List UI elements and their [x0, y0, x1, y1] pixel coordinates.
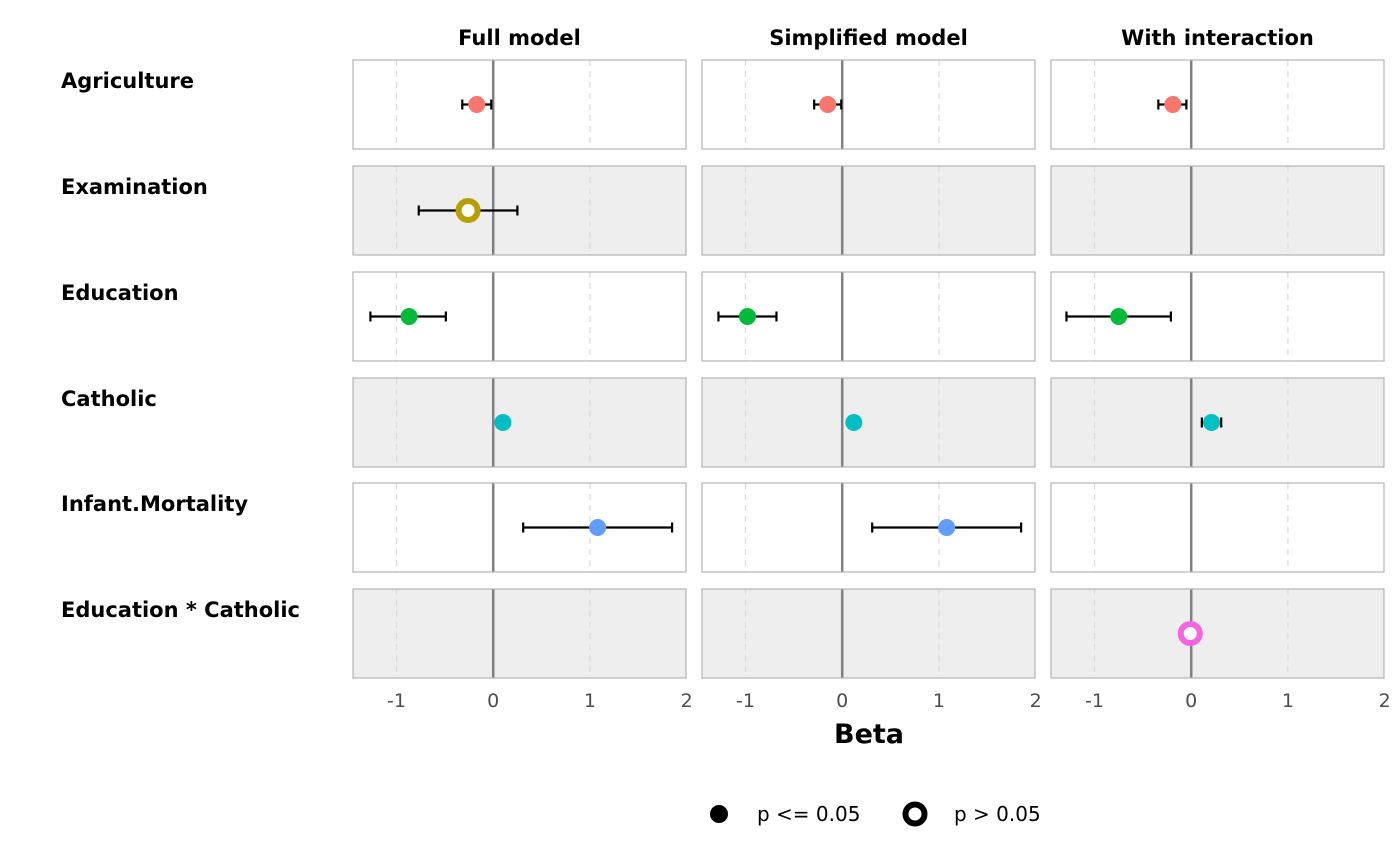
panel-border: [352, 482, 687, 573]
panel-border: [701, 588, 1036, 679]
panel-background: [1051, 60, 1384, 149]
row-label-education: Education: [61, 281, 179, 305]
point-infant-mortality-simplified-model: [938, 519, 956, 536]
x-tick-label: 1: [1282, 690, 1294, 712]
row-label-examination: Examination: [61, 175, 208, 199]
panel-border: [1050, 271, 1385, 362]
point-infant-mortality-full-model: [589, 519, 607, 536]
panel-backgrounds: [353, 60, 1384, 678]
row-label-infant-mortality: Infant.Mortality: [61, 492, 248, 516]
point-examination-full-model: [455, 198, 481, 223]
row-label-agriculture: Agriculture: [61, 69, 194, 93]
panel-border: [1050, 165, 1385, 256]
legend-label-not-significant: p > 0.05: [954, 802, 1041, 826]
facet-title-with-interaction: With interaction: [1121, 26, 1314, 50]
panel-border: [701, 59, 1036, 150]
panel-border: [352, 588, 687, 679]
data-marks: [369, 96, 1223, 646]
estimate-education-simplified-model: [717, 308, 778, 325]
panel-border: [352, 165, 687, 256]
panel-border: [1050, 588, 1385, 679]
x-tick-label: 0: [487, 690, 499, 712]
legend-item-not-significant: p > 0.05: [902, 801, 1041, 827]
x-tick-label: 0: [1185, 690, 1197, 712]
point-education-full-model: [400, 308, 418, 325]
panel-border: [701, 165, 1036, 256]
x-tick-label: 2: [1379, 690, 1391, 712]
panel-border: [701, 377, 1036, 468]
estimate-infant-mortality-full-model: [522, 519, 674, 536]
point-catholic-simplified-model: [845, 414, 863, 431]
estimate-infant-mortality-simplified-model: [871, 519, 1023, 536]
facet-title-full-model: Full model: [458, 26, 581, 50]
estimate-education-catholic-with-interaction: [1177, 621, 1203, 646]
panel-border: [352, 59, 687, 150]
estimate-education-full-model: [369, 308, 447, 325]
legend-open-circle-icon: [902, 801, 928, 827]
panel-border: [352, 377, 687, 468]
labels: Full model Simplified model With interacti…: [61, 26, 1391, 750]
row-label-education-catholic: Education * Catholic: [61, 598, 300, 622]
estimate-catholic-full-model: [494, 414, 512, 431]
panel-background: [353, 166, 686, 255]
legend: p <= 0.05 p > 0.05: [710, 801, 1041, 827]
panel-background: [1051, 589, 1384, 678]
panel-background: [353, 589, 686, 678]
estimate-agriculture-simplified-model: [813, 96, 843, 113]
panel-background: [1051, 166, 1384, 255]
x-tick-label: -1: [1085, 690, 1104, 712]
x-tick-label: 0: [836, 690, 848, 712]
panel-background: [353, 378, 686, 467]
panel-background: [702, 166, 1035, 255]
legend-label-significant: p <= 0.05: [757, 802, 860, 826]
x-axis-title: Beta: [834, 719, 904, 750]
x-tick-label: 1: [933, 690, 945, 712]
facet-title-simplified-model: Simplified model: [769, 26, 968, 50]
panel-background: [702, 60, 1035, 149]
point-education-catholic-with-interaction: [1177, 621, 1203, 646]
estimate-catholic-simplified-model: [845, 414, 863, 431]
panel-background: [1051, 483, 1384, 572]
panel-border: [352, 271, 687, 362]
x-tick-label: -1: [387, 690, 406, 712]
x-tick-label: 2: [1030, 690, 1042, 712]
estimate-catholic-with-interaction: [1200, 414, 1223, 431]
panel-background: [702, 589, 1035, 678]
estimate-education-with-interaction: [1065, 308, 1173, 325]
panel-background: [353, 60, 686, 149]
point-agriculture-simplified-model: [819, 96, 837, 113]
legend-item-significant: p <= 0.05: [710, 802, 860, 826]
estimate-agriculture-full-model: [461, 96, 493, 113]
row-label-catholic: Catholic: [61, 387, 157, 411]
point-catholic-with-interaction: [1203, 414, 1221, 431]
point-education-simplified-model: [738, 308, 756, 325]
estimate-examination-full-model: [417, 198, 519, 223]
point-catholic-full-model: [494, 414, 512, 431]
panel-border: [1050, 482, 1385, 573]
point-agriculture-with-interaction: [1164, 96, 1182, 113]
estimate-agriculture-with-interaction: [1157, 96, 1188, 113]
x-tick-label: 2: [681, 690, 693, 712]
panel-border: [701, 271, 1036, 362]
panel-border: [1050, 377, 1385, 468]
point-agriculture-full-model: [468, 96, 486, 113]
panel-border: [1050, 59, 1385, 150]
panel-border: [701, 482, 1036, 573]
gridlines: [395, 60, 1289, 678]
legend-filled-circle-icon: [710, 805, 728, 823]
panel-borders: [352, 59, 1385, 679]
x-tick-label: 1: [584, 690, 596, 712]
x-tick-label: -1: [736, 690, 755, 712]
panel-background: [702, 378, 1035, 467]
point-education-with-interaction: [1110, 308, 1128, 325]
